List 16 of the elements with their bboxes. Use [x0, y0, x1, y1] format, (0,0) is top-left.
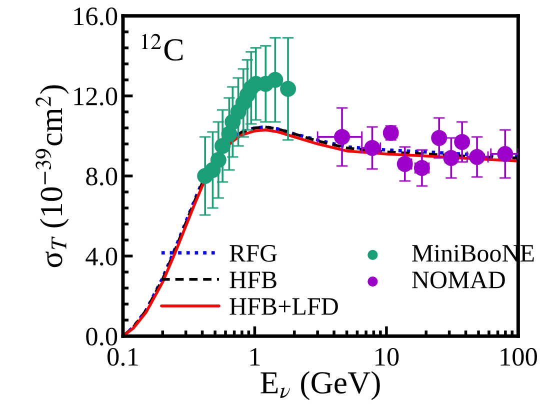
x-tick-label: 0.1 [107, 348, 138, 366]
x-tick-label: 1 [250, 348, 260, 366]
y-tick-label: 12.0 [74, 88, 118, 106]
x-tick-label: 10 [376, 348, 399, 366]
legend-label: HFB+LFD [230, 298, 338, 315]
legend-label: RFG [230, 244, 277, 262]
legend-label: HFB [230, 272, 276, 288]
annotation: $^{12}$C [142, 34, 183, 61]
x-tick-label: 100 [500, 348, 537, 366]
y-tick-label: 16.0 [74, 7, 118, 26]
y-tick-label: 8.0 [86, 168, 118, 186]
legend-label: NOMAD [412, 272, 505, 288]
x-axis-title: E$_{ν}$ (GeV) [260, 371, 380, 400]
y-axis-title: σ$_{T}$ (10$^{−39}$cm$^{2}$) [36, 85, 69, 268]
y-tick-label: 0.0 [86, 328, 118, 346]
y-tick-label: 4.0 [86, 248, 118, 266]
